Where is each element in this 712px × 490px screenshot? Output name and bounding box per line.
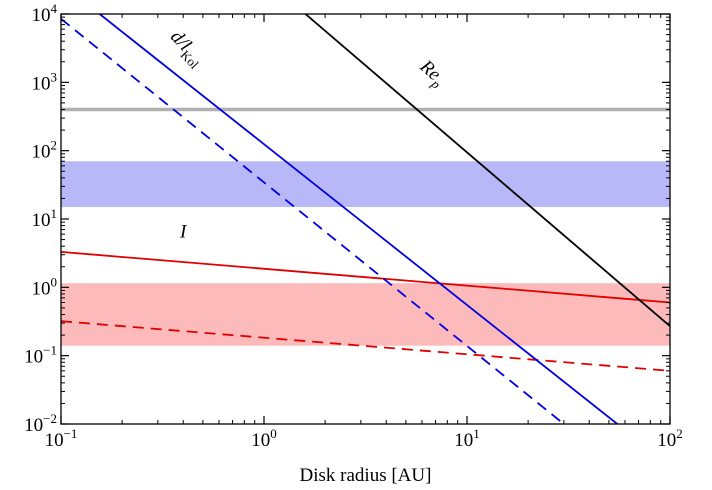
x-tick-label: 10−1: [45, 426, 78, 451]
y-tick-label: 104: [32, 1, 58, 26]
y-tick-label: 102: [32, 138, 58, 163]
curve-label-0: I: [179, 221, 188, 242]
y-tick-label: 103: [32, 69, 58, 94]
band-0: [61, 161, 670, 207]
series-line-4: [304, 14, 670, 327]
plot-frame: [60, 13, 671, 425]
series-line-0: [61, 251, 670, 304]
curve-label-1: d/lKol: [164, 26, 209, 72]
x-axis-label: Disk radius [AU]: [300, 465, 432, 486]
series-line-3: [61, 18, 565, 424]
x-tick-label: 101: [454, 426, 480, 451]
curve-label-2: Rep: [413, 55, 450, 92]
series-line-1: [61, 320, 670, 372]
x-tick-label: 100: [251, 426, 277, 451]
y-tick-label: 100: [32, 274, 58, 299]
band-1: [61, 283, 670, 346]
series-line-2: [99, 14, 618, 424]
y-tick-label: 10−2: [24, 411, 57, 436]
y-tick-label: 101: [32, 206, 58, 231]
x-tick-label: 102: [657, 426, 683, 451]
y-tick-label: 10−1: [24, 343, 57, 368]
